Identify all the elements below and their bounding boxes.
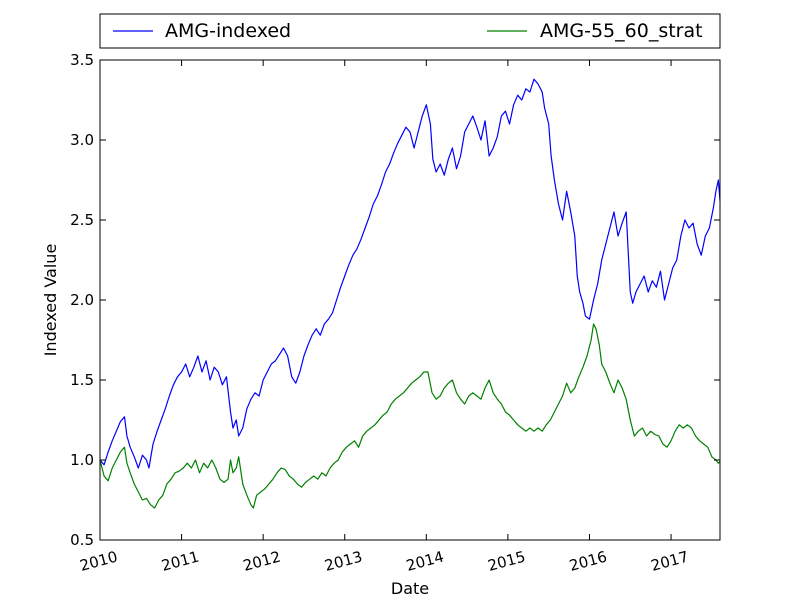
y-tick-label-1-5: 1.5 (70, 371, 94, 389)
y-axis: 0.5 1.0 1.5 2.0 2.5 3.0 3.5 (70, 51, 720, 549)
legend-frame (99, 13, 721, 49)
y-tick-label-3-0: 3.0 (70, 131, 94, 149)
y-tick-label-2-0: 2.0 (70, 291, 94, 309)
y-axis-label: Indexed Value (41, 244, 60, 357)
y-tick-label-1-0: 1.0 (70, 451, 94, 469)
y-tick-label-0-5: 0.5 (70, 531, 94, 549)
series-line-amg-indexed (99, 78, 721, 469)
legend-label-amg-indexed: AMG-indexed (165, 20, 291, 42)
series-layer (99, 78, 721, 509)
y-tick-label-3-5: 3.5 (70, 51, 94, 69)
x-axis-label: Date (391, 579, 429, 598)
y-tick-label-2-5: 2.5 (70, 211, 94, 229)
legend-label-amg-strat: AMG-55_60_strat (540, 20, 703, 42)
legend: AMG-indexed AMG-55_60_strat (99, 13, 721, 49)
series-line-amg-55-60-strat (99, 323, 721, 509)
